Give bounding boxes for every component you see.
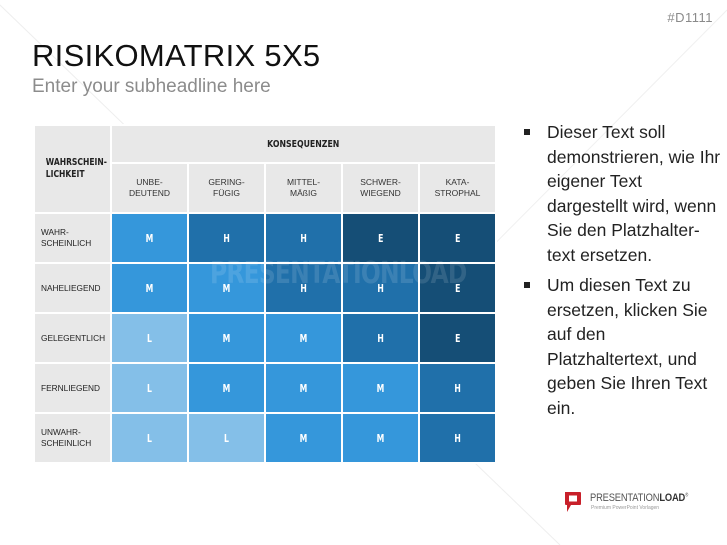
table-row: GELEGENTLICH L M M H E: [33, 312, 498, 364]
risk-cell: M: [264, 412, 343, 464]
risk-cell: M: [187, 362, 266, 414]
risk-cell: H: [341, 262, 420, 314]
bullet-item: Dieser Text soll demonstrieren, wie Ihr …: [521, 120, 721, 267]
bullet-item: Um diesen Text zu ersetzen, klicken Sie …: [521, 273, 721, 420]
risk-cell: M: [187, 312, 266, 364]
column-header: SCHWER- WIEGEND: [341, 162, 420, 214]
table-row: WAHR- SCHEINLICH M H H E E: [33, 212, 498, 264]
risk-cell: H: [264, 262, 343, 314]
logo-wordmark: PRESENTATIONLOAD®: [590, 492, 689, 504]
page-subtitle: Enter your subheadline here: [32, 76, 271, 97]
risk-matrix-table: WAHRSCHEIN- LICHKEIT KONSEQUENZEN UNBE- …: [33, 124, 498, 464]
risk-cell: L: [187, 412, 266, 464]
risk-cell: E: [417, 212, 498, 264]
column-header: KATA- STROPHAL: [417, 162, 498, 214]
row-header: NAHELIEGEND: [33, 262, 112, 314]
table-row: FERNLIEGEND L M M M H: [33, 362, 498, 414]
column-header: UNBE- DEUTEND: [110, 162, 189, 214]
risk-cell: E: [417, 312, 498, 364]
presentationload-logo: PRESENTATIONLOAD® Premium PowerPoint Vor…: [564, 490, 704, 516]
risk-cell: H: [341, 312, 420, 364]
row-header: FERNLIEGEND: [33, 362, 112, 414]
corner-header-probability: WAHRSCHEIN- LICHKEIT: [33, 124, 112, 214]
table-row: NAHELIEGEND M M H H E: [33, 262, 498, 314]
risk-cell: L: [110, 412, 189, 464]
bullet-text: Um diesen Text zu ersetzen, klicken Sie …: [547, 275, 708, 418]
square-bullet-icon: [524, 282, 530, 288]
risk-cell: M: [341, 412, 420, 464]
risk-cell: H: [417, 412, 498, 464]
page-title: RISIKOMATRIX 5X5: [32, 38, 321, 73]
risk-cell: L: [110, 312, 189, 364]
risk-cell: M: [110, 212, 189, 264]
risk-cell: H: [417, 362, 498, 414]
risk-cell: M: [264, 312, 343, 364]
risk-cell: M: [110, 262, 189, 314]
bullet-list: Dieser Text soll demonstrieren, wie Ihr …: [521, 120, 721, 426]
speech-bubble-logo-icon: [565, 492, 581, 512]
risk-cell: M: [264, 362, 343, 414]
row-header: GELEGENTLICH: [33, 312, 112, 364]
risk-cell: M: [187, 262, 266, 314]
square-bullet-icon: [524, 129, 530, 135]
risk-cell: L: [110, 362, 189, 414]
column-header: GERING- FÜGIG: [187, 162, 266, 214]
row-header: WAHR- SCHEINLICH: [33, 212, 112, 264]
risk-cell: E: [341, 212, 420, 264]
consequences-header: KONSEQUENZEN: [109, 124, 498, 164]
risk-cell: E: [417, 262, 498, 314]
column-header: MITTEL- MÄßIG: [264, 162, 343, 214]
risk-cell: H: [187, 212, 266, 264]
slide-id: #D1111: [667, 10, 713, 25]
risk-cell: H: [264, 212, 343, 264]
row-header: UNWAHR- SCHEINLICH: [33, 412, 112, 464]
bullet-text: Dieser Text soll demonstrieren, wie Ihr …: [547, 122, 721, 265]
table-row: UNWAHR- SCHEINLICH L L M M H: [33, 412, 498, 464]
risk-cell: M: [341, 362, 420, 414]
logo-tagline: Premium PowerPoint Vorlagen: [591, 505, 660, 511]
